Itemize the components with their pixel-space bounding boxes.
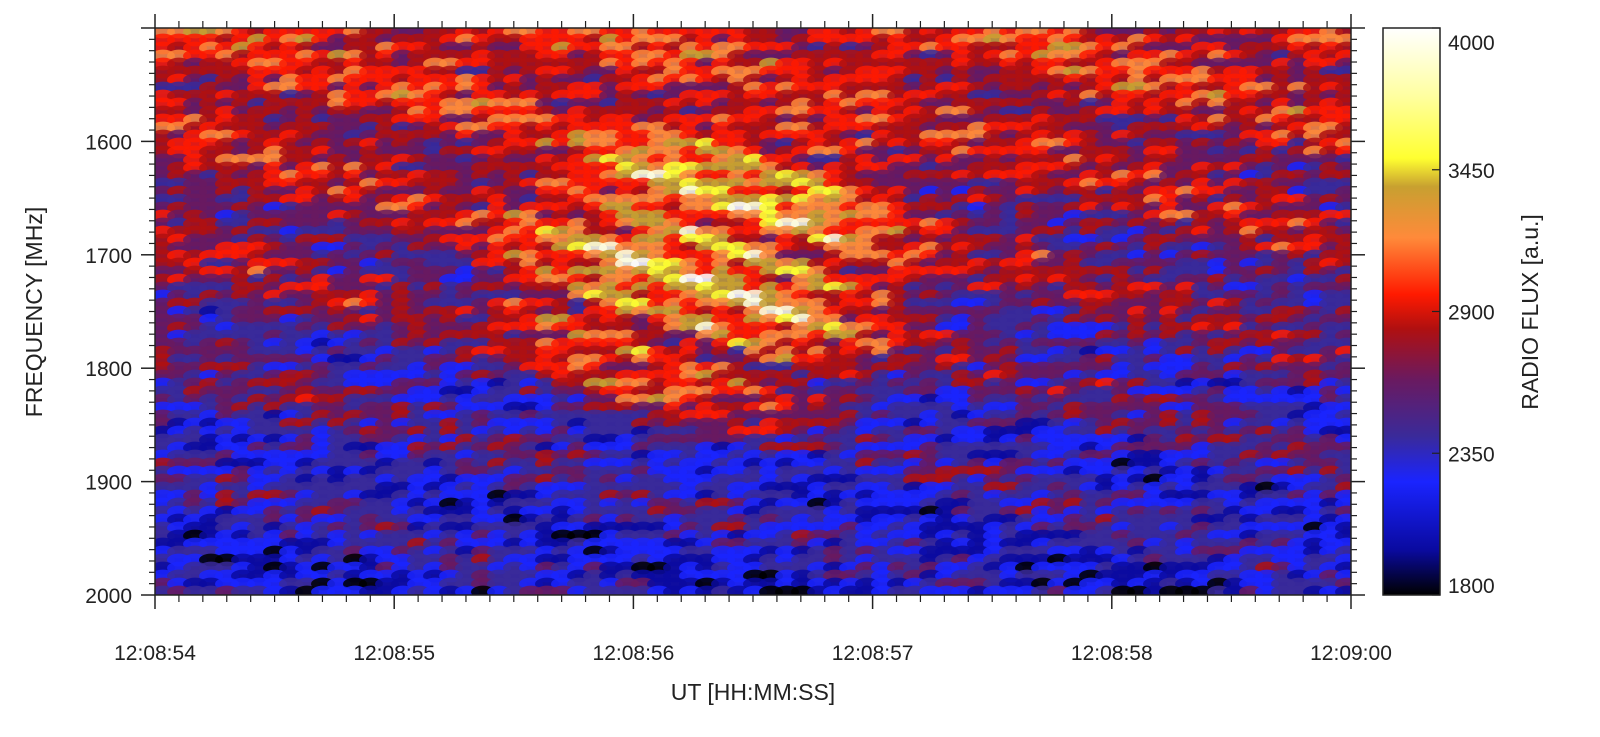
spectrogram-plot — [155, 28, 1351, 595]
heat-cells — [155, 28, 1351, 595]
